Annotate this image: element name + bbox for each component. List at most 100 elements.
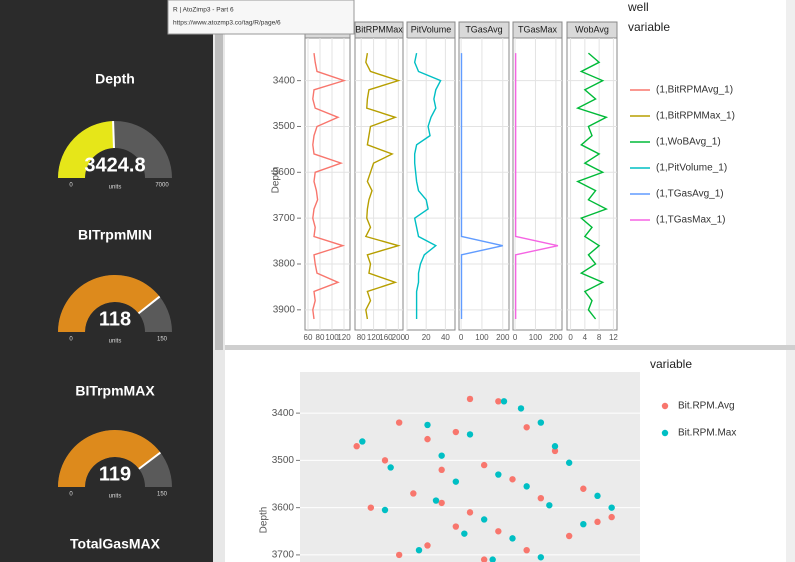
- legend-swatch: [661, 429, 669, 437]
- strip-label: TGasMax: [518, 24, 558, 34]
- panel: [458, 37, 510, 331]
- legend-swatch: [661, 402, 669, 410]
- y-tick-label: 3900: [273, 304, 296, 315]
- y-axis-label: Depth: [271, 167, 282, 194]
- point: [452, 523, 460, 530]
- y-tick-label: 3400: [273, 75, 296, 86]
- point: [424, 421, 431, 429]
- point: [466, 431, 474, 438]
- gauge-value: 119: [99, 463, 131, 485]
- gauge-value: 118: [99, 308, 131, 330]
- point: [489, 556, 496, 562]
- scrollbar-thumb[interactable]: [215, 10, 223, 350]
- x-tick-label: 200: [392, 333, 406, 342]
- y-axis-label: Depth: [259, 507, 270, 534]
- point: [509, 476, 516, 483]
- strip: [566, 21, 618, 39]
- x-tick-label: 100: [325, 333, 339, 342]
- x-tick-label: 80: [357, 333, 366, 342]
- point: [381, 506, 389, 514]
- point: [461, 530, 468, 537]
- legend-label: (1,TGasAvg_1): [656, 189, 724, 200]
- point: [395, 419, 403, 426]
- panel: [300, 372, 640, 562]
- legend-label: Bit.RPM.Max: [678, 428, 736, 439]
- gauge-needle: [137, 295, 161, 315]
- gauge-fill: [58, 121, 114, 178]
- content: Depth 3424.8 units 0 7000 BITrpmMIN 118 units 0 1…: [58, 0, 736, 562]
- x-tick-label: 40: [441, 333, 450, 342]
- strip: [406, 21, 456, 39]
- point: [517, 405, 525, 412]
- point: [495, 398, 502, 405]
- gauge-max: 150: [157, 492, 168, 498]
- strip-label: TGasAvg: [465, 24, 502, 34]
- point: [424, 435, 431, 443]
- x-tick-label: 200: [549, 333, 563, 342]
- x-tick-label: 20: [422, 333, 431, 342]
- point: [438, 452, 445, 459]
- point: [580, 485, 587, 492]
- gauge-title: TotalGasMAX: [70, 536, 161, 552]
- top-scrollbar[interactable]: [786, 0, 795, 345]
- point: [387, 464, 394, 471]
- bottom-scrollbar[interactable]: [786, 350, 795, 562]
- gauge-needle: [112, 120, 115, 149]
- x-tick-label: 4: [583, 333, 588, 342]
- point: [551, 447, 559, 455]
- point: [452, 428, 460, 436]
- point: [537, 419, 545, 426]
- strip-label: WobAvg: [575, 24, 609, 34]
- panel: [512, 37, 563, 331]
- y-tick-label: 3700: [272, 550, 295, 561]
- legend-title: variable: [628, 20, 670, 34]
- strip-label: PitVolume: [411, 24, 452, 34]
- y-tick-label: 3600: [272, 502, 295, 513]
- legend-label: (1,BitRPMAvg_1): [656, 85, 733, 96]
- point: [546, 502, 553, 509]
- strip: [354, 21, 404, 39]
- point: [367, 504, 375, 511]
- legend-label: (1,WoBAvg_1): [656, 137, 721, 148]
- point: [432, 497, 440, 504]
- gauge-fill: [58, 430, 161, 487]
- point: [410, 490, 417, 497]
- strip: [512, 21, 563, 39]
- splitter[interactable]: [225, 345, 795, 350]
- point: [395, 551, 403, 559]
- strip: [458, 21, 510, 39]
- point: [580, 520, 587, 528]
- x-tick-label: 100: [529, 333, 543, 342]
- log-trace: [312, 53, 347, 320]
- point: [565, 532, 573, 540]
- x-tick-label: 200: [496, 333, 510, 342]
- tooltip-url: https://www.atozmp3.co/tag/R/page/6: [173, 20, 281, 27]
- point: [608, 513, 615, 521]
- x-tick-label: 120: [367, 333, 381, 342]
- point: [480, 556, 488, 562]
- panel: [304, 37, 351, 331]
- x-tick-label: 160: [379, 333, 393, 342]
- y-tick-label: 3500: [273, 121, 296, 132]
- point: [500, 398, 508, 405]
- gauge-units: units: [109, 339, 122, 345]
- point: [480, 516, 488, 523]
- point: [523, 546, 530, 554]
- x-tick-label: 0: [405, 333, 410, 342]
- gauge-min: 0: [69, 183, 73, 189]
- y-tick-label: 3600: [273, 167, 296, 178]
- gauge-units: units: [109, 494, 122, 500]
- point: [452, 478, 460, 485]
- point: [466, 509, 474, 516]
- point: [537, 554, 545, 561]
- point: [594, 492, 601, 500]
- gauge-min: 0: [69, 337, 73, 343]
- log-trace: [460, 53, 503, 319]
- strip-label: BitRPMMax: [355, 24, 403, 34]
- legend-label: (1,PitVolume_1): [656, 163, 727, 174]
- gauge-value: 3424.8: [84, 154, 145, 176]
- legend-label: (1,BitRPMMax_1): [656, 111, 735, 122]
- log-trace: [413, 52, 442, 319]
